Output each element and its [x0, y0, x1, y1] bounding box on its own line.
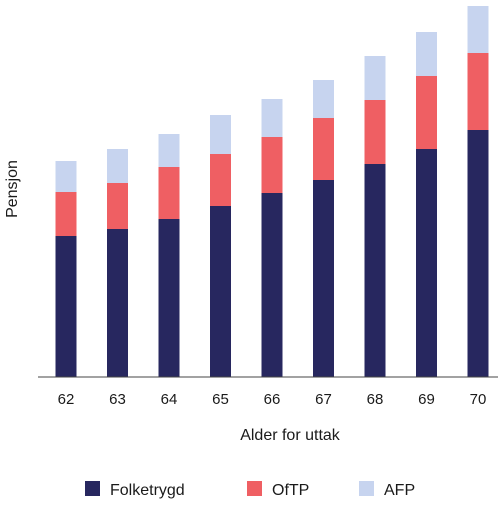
- bar-segment-oftp-69: [416, 76, 437, 149]
- bar-segment-folketrygd-63: [107, 229, 128, 377]
- bar-segment-folketrygd-65: [210, 206, 231, 377]
- x-tick-label: 65: [212, 391, 229, 408]
- bar-segment-oftp-62: [55, 192, 77, 236]
- legend-label-folketrygd: Folketrygd: [110, 482, 185, 499]
- bar-segment-afp-65: [210, 115, 231, 154]
- bar-segment-oftp-66: [261, 137, 283, 193]
- bar-segment-oftp-65: [210, 154, 231, 206]
- y-axis-title: Pensjon: [4, 160, 21, 218]
- legend-swatch-oftp: [247, 481, 262, 496]
- bar-segment-oftp-63: [107, 183, 128, 229]
- bar-segment-afp-68: [364, 56, 386, 100]
- bar-segment-oftp-70: [467, 53, 489, 130]
- bar-segment-afp-63: [107, 149, 128, 183]
- bar-segment-afp-67: [313, 80, 334, 118]
- bar-segment-afp-69: [416, 32, 437, 76]
- bar-segment-oftp-68: [364, 100, 386, 164]
- bar-segment-folketrygd-70: [467, 130, 489, 377]
- x-tick-label: 67: [315, 391, 332, 408]
- x-tick-label: 68: [367, 391, 384, 408]
- legend-label-oftp: OfTP: [272, 482, 309, 499]
- legend-swatch-afp: [359, 481, 374, 496]
- bar-segment-afp-70: [467, 6, 489, 53]
- bar-segment-oftp-64: [158, 167, 180, 219]
- x-tick-label: 66: [264, 391, 281, 408]
- x-tick-labels: 62 63 64 65 66 67 68 69 70: [58, 391, 487, 408]
- x-tick-label: 70: [470, 391, 487, 408]
- legend-label-afp: AFP: [384, 482, 415, 499]
- bar-segment-folketrygd-68: [364, 164, 386, 377]
- x-tick-label: 69: [418, 391, 435, 408]
- bars-layer: [55, 6, 489, 377]
- x-tick-label: 62: [58, 391, 75, 408]
- bar-segment-afp-66: [261, 99, 283, 137]
- legend-swatch-folketrygd: [85, 481, 100, 496]
- bar-segment-folketrygd-66: [261, 193, 283, 377]
- bar-segment-folketrygd-67: [313, 180, 334, 377]
- bar-segment-afp-62: [55, 161, 77, 192]
- x-tick-label: 64: [161, 391, 178, 408]
- x-axis-title: Alder for uttak: [240, 427, 341, 444]
- bar-segment-oftp-67: [313, 118, 334, 180]
- x-tick-label: 63: [109, 391, 126, 408]
- legend: Folketrygd OfTP AFP: [85, 481, 415, 499]
- bar-segment-afp-64: [158, 134, 180, 167]
- bar-segment-folketrygd-69: [416, 149, 437, 377]
- bar-segment-folketrygd-64: [158, 219, 180, 377]
- bar-segment-folketrygd-62: [55, 236, 77, 377]
